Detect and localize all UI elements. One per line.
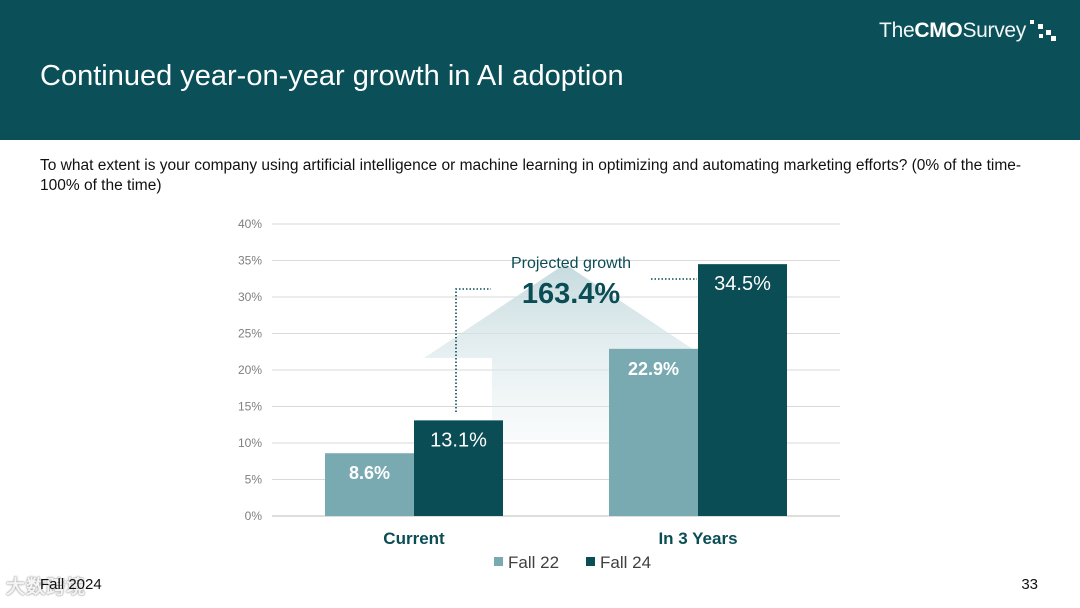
cmo-survey-logo: The CMO Survey [879,16,1056,46]
x-category-label: In 3 Years [658,529,737,548]
x-axis-labels: Current In 3 Years [383,529,737,548]
growth-connector [455,278,697,412]
bar [325,453,414,516]
logo-text-brand: CMO [914,19,963,42]
y-tick-label: 20% [238,363,262,377]
y-tick-label: 0% [245,509,263,523]
legend-swatch [494,557,503,566]
y-tick-label: 35% [238,254,262,268]
legend: Fall 22 Fall 24 [494,553,651,572]
data-label: 8.6% [349,463,390,483]
bar [414,420,503,516]
legend-swatch [586,557,595,566]
data-labels: 8.6% 13.1% 22.9% 34.5% [349,273,771,483]
page-title: Continued year-on-year growth in AI adop… [40,60,624,92]
footer-date: Fall 2024 [40,576,102,593]
data-label: 13.1% [430,429,487,451]
y-tick-label: 10% [238,436,262,450]
data-label: 34.5% [714,273,771,295]
data-label: 22.9% [628,359,679,379]
survey-question: To what extent is your company using art… [40,157,1022,194]
annotation-value: 163.4% [522,278,621,310]
dot-grid-icon [1030,20,1056,41]
page-number: 33 [1021,576,1038,593]
y-tick-label: 15% [238,400,262,414]
header-bar: Continued year-on-year growth in AI adop… [0,0,1080,140]
watermark: 大数跨境 [6,577,87,598]
legend-label: Fall 24 [600,553,651,572]
bar [609,348,698,516]
bars [325,264,787,516]
y-tick-label: 5% [245,473,263,487]
logo-text-pre: The [879,19,915,42]
x-category-label: Current [383,529,445,548]
legend-label: Fall 22 [508,553,559,572]
logo-text-post: Survey [962,19,1026,42]
annotation-label: Projected growth [511,255,631,272]
y-tick-label: 30% [238,290,262,304]
y-tick-label: 25% [238,327,262,341]
y-axis-ticks: 0% 5% 10% 15% 20% 25% 30% 35% 40% [238,217,262,523]
bar [698,264,787,516]
y-tick-label: 40% [238,217,262,231]
